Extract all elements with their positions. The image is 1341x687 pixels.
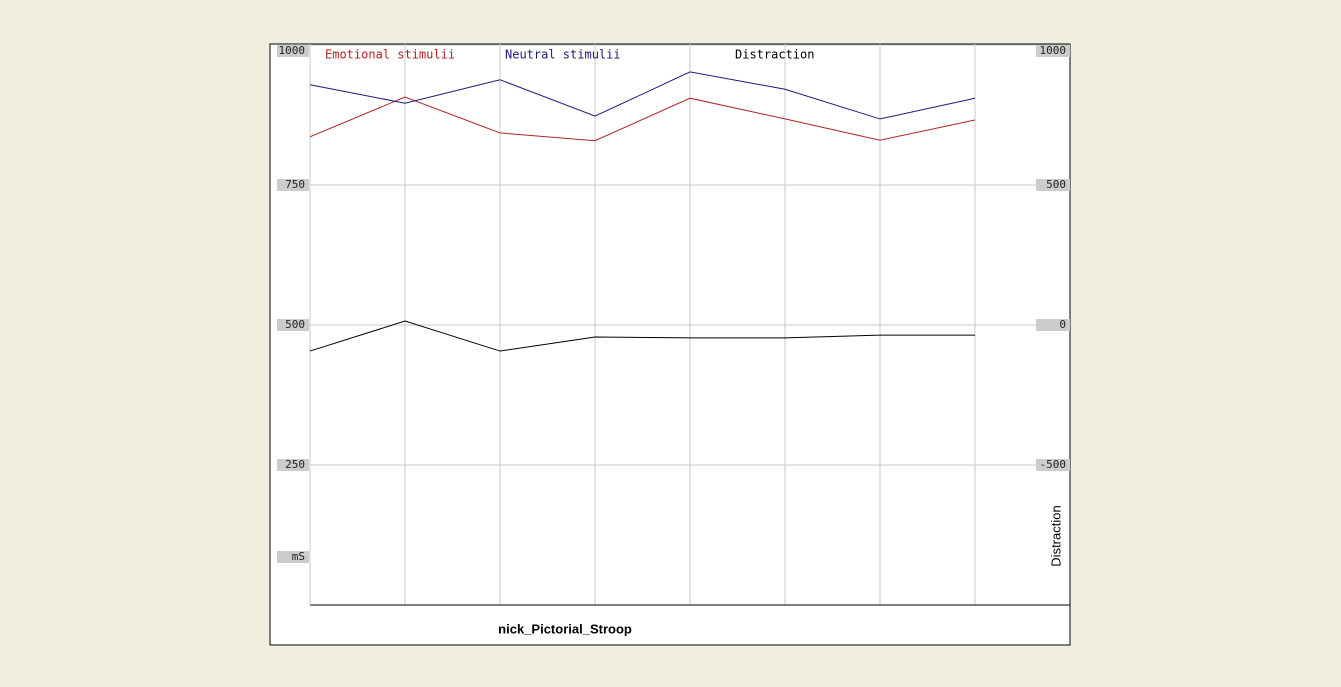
series-line (309, 96, 976, 142)
y2-tick-box (1036, 319, 1070, 331)
y2-axis-title: Distraction (1048, 505, 1063, 566)
y-tick-label: 750 (285, 178, 305, 191)
y-axis-title: mS (292, 550, 305, 563)
y-axis-title-box (277, 551, 309, 563)
legend-entry: Distraction (735, 48, 814, 62)
y-tick-box (277, 459, 309, 471)
y-tick-label: 1000 (279, 44, 306, 57)
y2-tick-label: -500 (1040, 458, 1067, 471)
series-line (309, 71, 976, 120)
y2-tick-label: 500 (1046, 178, 1066, 191)
legend-entry: Neutral stimulii (505, 48, 621, 62)
y-tick-box (277, 179, 309, 191)
series-line (309, 320, 975, 352)
x-axis-title: nick_Pictorial_Stroop (498, 621, 632, 636)
chart-frame (269, 43, 1071, 646)
y-tick-box (277, 319, 309, 331)
y2-tick-box (1036, 45, 1070, 57)
legend-entry: Emotional stimulii (325, 48, 455, 62)
y-tick-label: 250 (285, 458, 305, 471)
y2-tick-label: 1000 (1040, 44, 1067, 57)
y-tick-box (277, 45, 309, 57)
y-tick-label: 500 (285, 318, 305, 331)
y2-tick-label: 0 (1059, 318, 1066, 331)
y2-tick-box (1036, 179, 1070, 191)
y2-tick-box (1036, 459, 1070, 471)
